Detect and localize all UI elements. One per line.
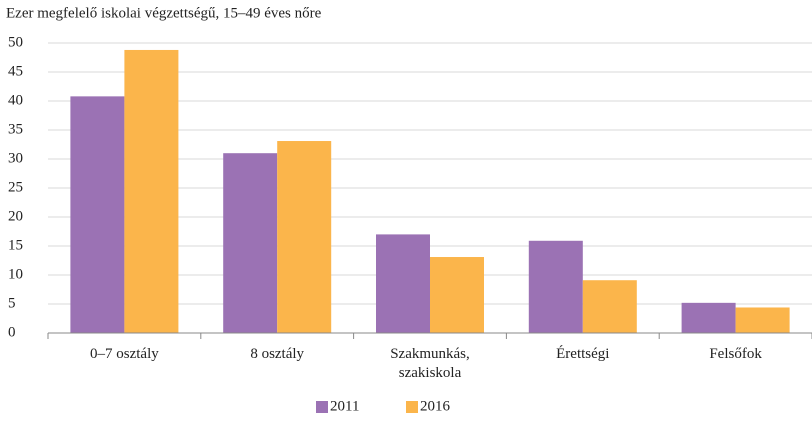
x-tick-label: 8 osztály [250, 346, 305, 362]
y-tick-label: 10 [8, 266, 23, 282]
chart-title: Ezer megfelelő iskolai végzettségű, 15–4… [6, 5, 322, 21]
x-tick-label: Érettségi [556, 346, 610, 362]
legend-label: 2011 [330, 398, 359, 414]
y-tick-label: 20 [8, 208, 23, 224]
bar [124, 49, 179, 334]
bar [430, 257, 484, 333]
y-tick-label: 0 [8, 324, 16, 340]
y-tick-label: 30 [8, 150, 23, 166]
y-tick-label: 25 [8, 179, 23, 195]
y-tick-label: 50 [8, 34, 23, 50]
bar [277, 141, 332, 333]
bar [735, 307, 790, 333]
bar [681, 302, 736, 333]
x-tick-label: Felsőfok [709, 346, 762, 362]
bar [528, 240, 583, 333]
x-tick-label: Szakmunkás, szakiskola [390, 346, 470, 381]
y-tick-label: 45 [8, 63, 23, 79]
y-tick-label: 35 [8, 121, 23, 137]
y-tick-label: 5 [8, 295, 16, 311]
x-tick-label: 0–7 osztály [90, 346, 159, 362]
legend-label: 2016 [420, 398, 451, 414]
bar [223, 153, 278, 333]
bar [376, 234, 430, 333]
bar [70, 96, 125, 333]
y-tick-label: 40 [8, 92, 23, 108]
legend-swatch [406, 401, 418, 413]
y-tick-label: 15 [8, 237, 23, 253]
bar [582, 280, 637, 333]
legend-swatch [316, 401, 328, 413]
